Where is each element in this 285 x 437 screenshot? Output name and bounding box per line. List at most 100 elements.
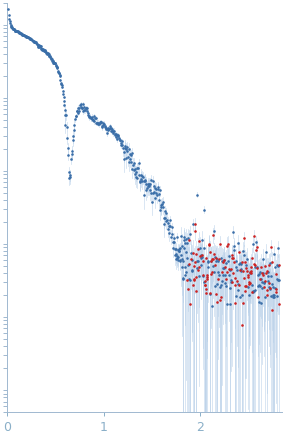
Point (63, 106, 67, 113)
Point (251, 288, 255, 295)
Point (122, 142, 127, 149)
Point (102, 124, 107, 131)
Point (197, 263, 202, 270)
Point (46, 49, 50, 56)
Point (181, 236, 186, 243)
Point (260, 278, 265, 285)
Point (235, 277, 239, 284)
Point (186, 286, 191, 293)
Point (79, 104, 84, 111)
Point (207, 290, 212, 297)
Point (11, 25, 15, 32)
Point (174, 246, 178, 253)
Point (58, 77, 63, 84)
Point (229, 255, 234, 262)
Point (146, 183, 150, 190)
Point (61, 94, 66, 101)
Point (246, 273, 251, 280)
Point (176, 257, 181, 264)
Point (241, 247, 245, 254)
Point (45, 49, 50, 56)
Point (186, 235, 190, 242)
Point (115, 132, 120, 139)
Point (95, 119, 100, 126)
Point (127, 158, 131, 165)
Point (247, 278, 252, 285)
Point (108, 128, 113, 135)
Point (159, 203, 164, 210)
Point (185, 239, 189, 246)
Point (51, 59, 56, 66)
Point (110, 125, 115, 132)
Point (188, 301, 192, 308)
Point (222, 265, 227, 272)
Point (194, 258, 199, 265)
Point (18, 29, 22, 36)
Point (247, 280, 252, 287)
Point (40, 45, 45, 52)
Point (60, 81, 64, 88)
Point (273, 285, 278, 292)
Point (140, 177, 144, 184)
Point (224, 283, 229, 290)
Point (198, 251, 203, 258)
Point (101, 121, 106, 128)
Point (258, 275, 262, 282)
Point (87, 113, 91, 120)
Point (149, 189, 154, 196)
Point (24, 33, 28, 40)
Point (204, 254, 208, 261)
Point (66, 151, 70, 158)
Point (197, 273, 201, 280)
Point (141, 174, 145, 181)
Point (236, 282, 241, 289)
Point (186, 262, 190, 269)
Point (131, 161, 135, 168)
Point (98, 119, 102, 126)
Point (156, 185, 160, 192)
Point (9, 22, 13, 29)
Point (58, 73, 62, 80)
Point (19, 30, 23, 37)
Point (231, 269, 235, 276)
Point (99, 123, 104, 130)
Point (272, 294, 276, 301)
Point (257, 281, 262, 288)
Point (264, 248, 268, 255)
Point (72, 121, 77, 128)
Point (210, 268, 214, 275)
Point (144, 186, 149, 193)
Point (14, 28, 19, 35)
Point (21, 31, 26, 38)
Point (74, 113, 78, 120)
Point (15, 28, 19, 35)
Point (248, 269, 252, 276)
Point (221, 271, 225, 278)
Point (93, 114, 97, 121)
Point (34, 39, 38, 46)
Point (107, 125, 111, 132)
Point (233, 258, 238, 265)
Point (23, 32, 27, 39)
Point (202, 245, 206, 252)
Point (162, 215, 166, 222)
Point (90, 115, 95, 122)
Point (235, 267, 239, 274)
Point (49, 55, 54, 62)
Point (136, 165, 140, 172)
Point (167, 229, 172, 236)
Point (170, 239, 175, 246)
Point (154, 189, 159, 196)
Point (31, 38, 36, 45)
Point (160, 201, 164, 208)
Point (147, 183, 151, 190)
Point (30, 37, 35, 44)
Point (129, 152, 133, 159)
Point (148, 187, 152, 194)
Point (173, 252, 177, 259)
Point (84, 104, 88, 111)
Point (174, 255, 179, 262)
Point (238, 260, 243, 267)
Point (29, 36, 34, 43)
Point (169, 233, 173, 240)
